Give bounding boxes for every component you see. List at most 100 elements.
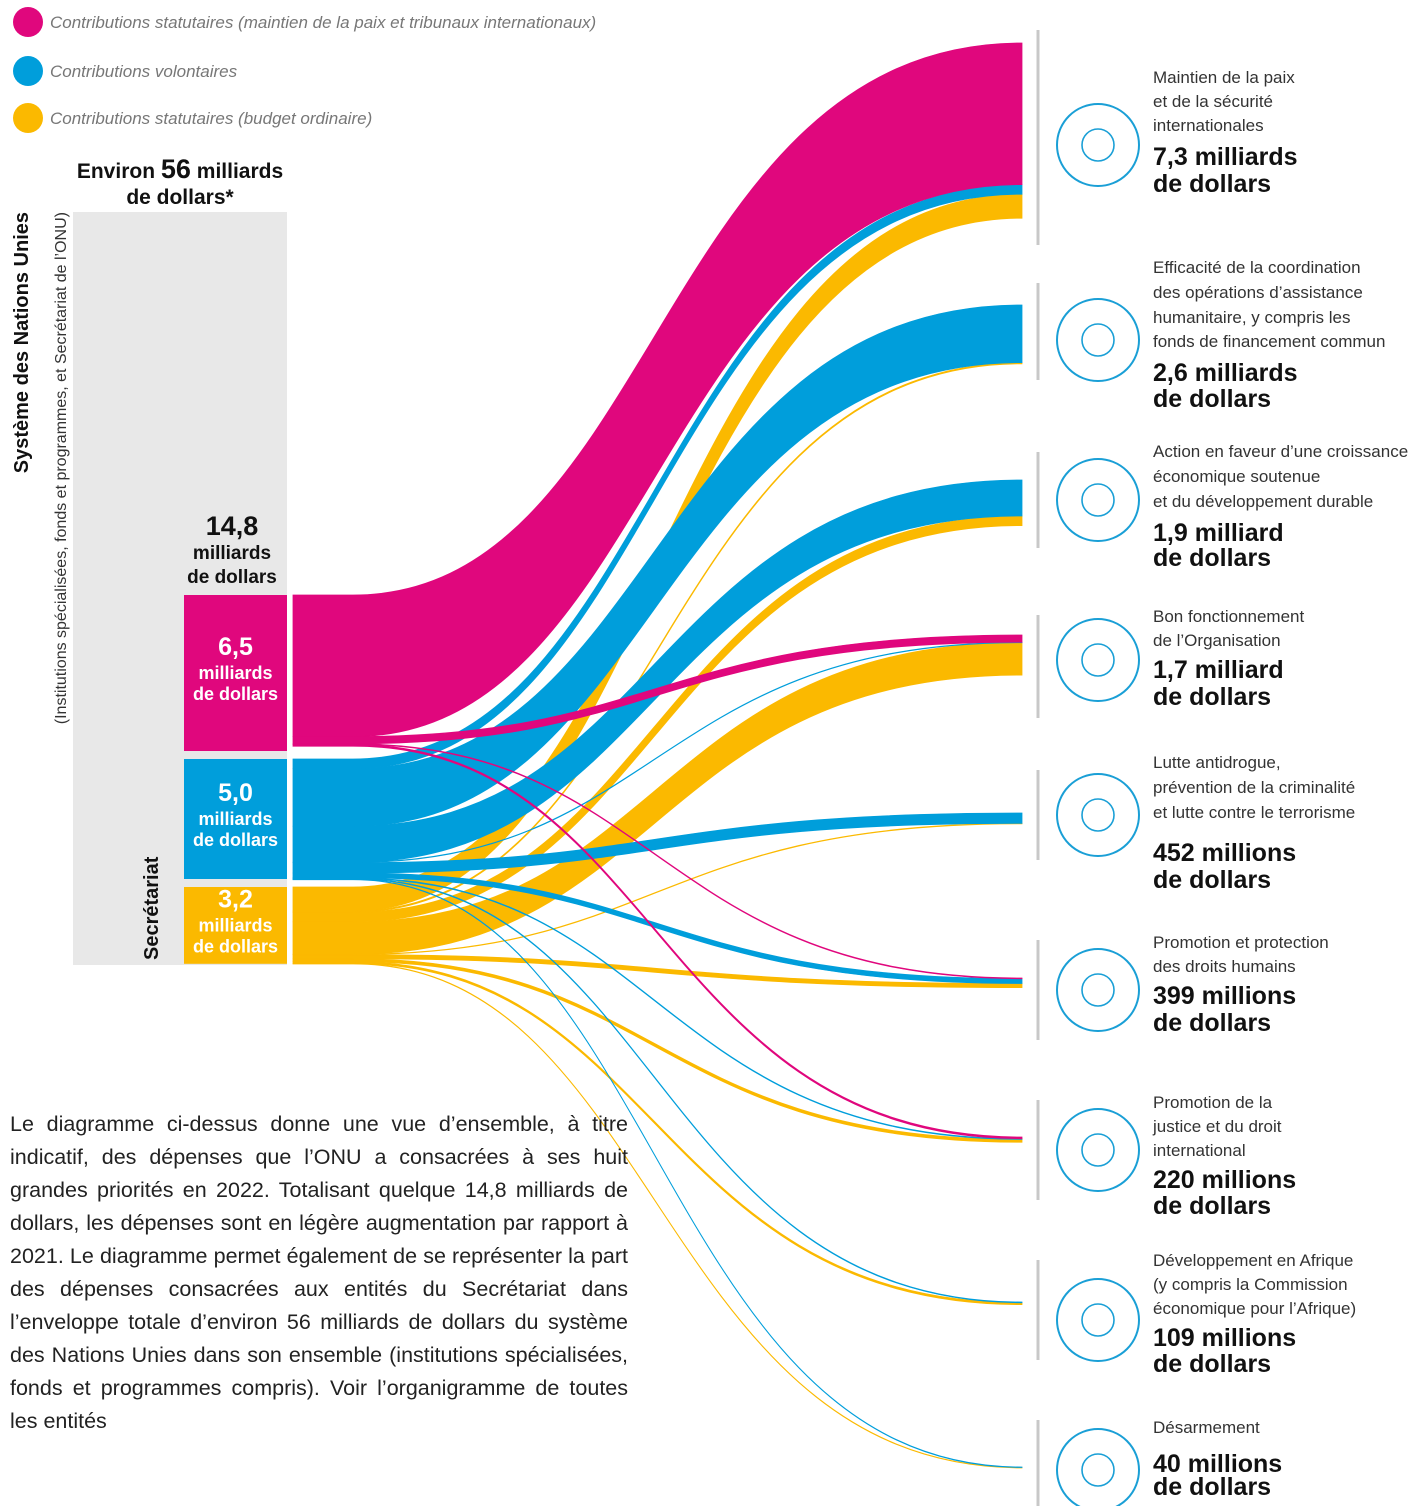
flow <box>292 634 1023 745</box>
flow <box>292 812 1023 874</box>
flow <box>292 744 1023 1140</box>
description: Le diagramme ci-dessus donne une vue d’e… <box>10 1112 628 1433</box>
target-amount: de dollars <box>1153 170 1271 198</box>
target-icon-inner <box>1081 323 1115 357</box>
legend-label: Contributions volontaires <box>50 62 238 81</box>
target-amount: de dollars <box>1153 866 1271 894</box>
secretariat-name: Secrétariat <box>141 856 163 960</box>
target-label: économique pour l’Afrique) <box>1153 1299 1356 1318</box>
source-value-label: 5,0 <box>218 779 253 807</box>
target-amount: de dollars <box>1153 1473 1271 1501</box>
target-icon <box>1056 948 1140 1032</box>
target-icon-inner <box>1081 1453 1115 1487</box>
source-value-label: de dollars <box>193 684 278 704</box>
target-amount: 109 millions <box>1153 1324 1296 1352</box>
target-amount: 1,9 milliard <box>1153 519 1284 547</box>
source-value-label: milliards <box>198 809 272 829</box>
target-amount: de dollars <box>1153 1009 1271 1037</box>
target-label: et du développement durable <box>1153 492 1373 511</box>
target-label: Maintien de la paix <box>1153 68 1295 87</box>
flow <box>292 362 1023 913</box>
target-amount: 399 millions <box>1153 982 1296 1010</box>
target-amount: 1,7 milliard <box>1153 656 1284 684</box>
target-amount: 452 millions <box>1153 839 1296 867</box>
source-bar <box>184 595 287 751</box>
target-label: des opérations d’assistance <box>1153 283 1363 302</box>
flow <box>292 184 1023 769</box>
flow <box>292 878 1023 1304</box>
target-label: prévention de la criminalité <box>1153 778 1355 797</box>
target-label: Développement en Afrique <box>1153 1251 1353 1270</box>
target-icon-inner <box>1081 973 1115 1007</box>
flow <box>292 878 1023 1468</box>
target-label: Promotion et protection <box>1153 933 1329 952</box>
legend-swatch <box>13 56 43 86</box>
target-icon <box>1056 298 1140 382</box>
flow <box>292 515 1023 923</box>
flow <box>292 641 1023 864</box>
target-amount: 7,3 milliards <box>1153 143 1298 171</box>
source-bar <box>184 759 287 879</box>
source-value-label: milliards <box>198 663 272 683</box>
target-icon-inner <box>1081 1303 1115 1337</box>
system-title-line2: de dollars* <box>126 186 234 209</box>
target-label: des droits humains <box>1153 957 1296 976</box>
flow <box>292 42 1023 737</box>
target-amount: de dollars <box>1153 544 1271 572</box>
target-icon-inner <box>1081 798 1115 832</box>
target-label: (y compris la Commission <box>1153 1275 1348 1294</box>
target-icon <box>1056 1278 1140 1362</box>
flow <box>292 304 1023 827</box>
target-label: et de la sécurité <box>1153 92 1273 111</box>
target-icon <box>1056 773 1140 857</box>
flows <box>292 42 1023 1469</box>
flow <box>292 877 1023 1140</box>
target-icon <box>1056 1108 1140 1192</box>
target-label: Bon fonctionnement <box>1153 607 1304 626</box>
title-suffix: milliards <box>197 160 283 183</box>
source-value-label: milliards <box>198 915 272 935</box>
legend-label: Contributions statutaires (maintien de l… <box>50 13 596 32</box>
target-amount: de dollars <box>1153 683 1271 711</box>
flow <box>292 961 1023 1306</box>
target-amount: 220 millions <box>1153 1166 1296 1194</box>
target-amount: 40 millions <box>1153 1450 1282 1478</box>
flow <box>292 954 1023 989</box>
source-value-label: de dollars <box>193 936 278 956</box>
secretariat-total: 14,8 <box>206 511 259 541</box>
legend-swatch <box>13 103 43 133</box>
target-icon <box>1056 458 1140 542</box>
target-icon <box>1056 103 1140 187</box>
flow <box>292 822 1023 956</box>
target-label: Promotion de la <box>1153 1093 1273 1112</box>
target-icon <box>1056 1428 1140 1506</box>
system-title: Environ 56 milliards <box>77 154 283 184</box>
source-value-label: de dollars <box>193 830 278 850</box>
legend-swatch <box>13 7 43 37</box>
target-label: économique soutenue <box>1153 467 1320 486</box>
target-label: Efficacité de la coordination <box>1153 258 1361 277</box>
title-prefix: Environ <box>77 160 155 183</box>
target-icon <box>1056 618 1140 702</box>
target-label: et lutte contre le terrorisme <box>1153 803 1355 822</box>
system-name: Système des Nations Unies <box>11 212 33 473</box>
flow <box>292 872 1023 984</box>
target-label: de l’Organisation <box>1153 631 1281 650</box>
secretariat-total: milliards <box>193 543 271 564</box>
source-value-label: 3,2 <box>218 885 253 913</box>
system-note: (Institutions spécialisées, fonds et pro… <box>53 212 70 724</box>
flow <box>292 958 1023 1143</box>
target-label: internationales <box>1153 116 1264 135</box>
legend-label: Contributions statutaires (budget ordina… <box>50 109 372 128</box>
target-label: Lutte antidrogue, <box>1153 753 1281 772</box>
target-label: fonds de financement commun <box>1153 332 1385 351</box>
target-label: international <box>1153 1141 1246 1160</box>
source-value-label: 6,5 <box>218 633 253 661</box>
target-amount: 2,6 milliards <box>1153 359 1298 387</box>
source-bar <box>184 887 287 964</box>
target-label: humanitaire, y compris les <box>1153 308 1350 327</box>
target-icon-inner <box>1081 128 1115 162</box>
